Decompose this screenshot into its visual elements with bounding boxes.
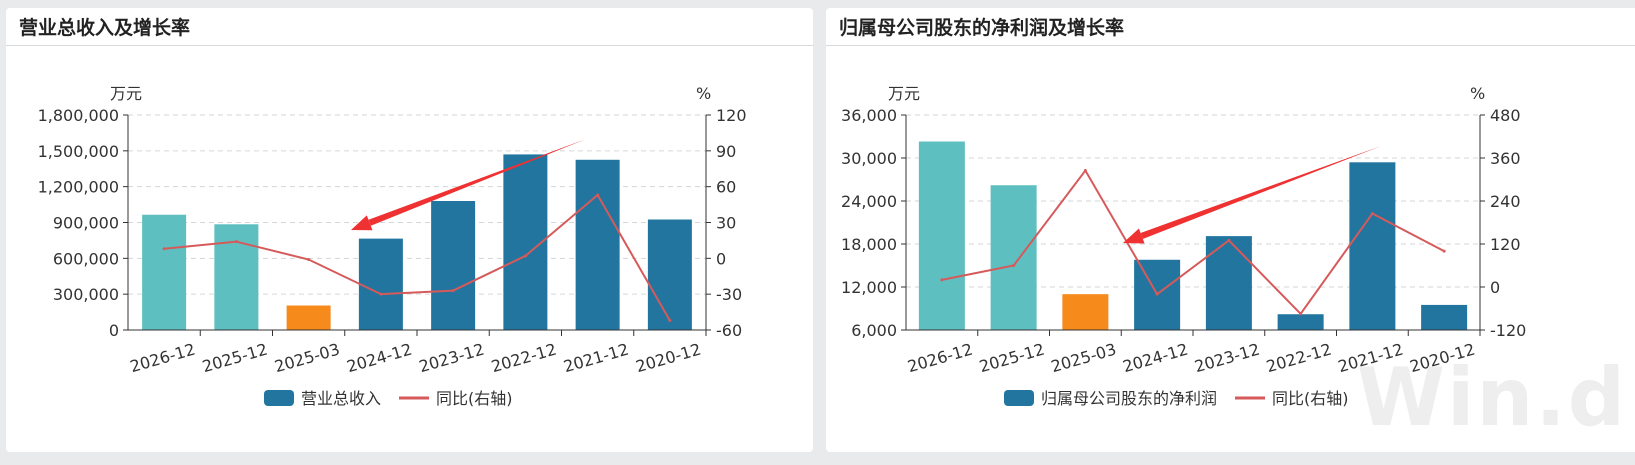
left-tick-label: 30,000 [841,149,897,168]
legend-line-label: 同比(右轴) [436,389,513,408]
annotation-arrow-shaft [368,139,586,226]
annotation-arrow-head [351,215,373,231]
bar [503,154,548,330]
yoy-point [307,258,311,262]
x-tick-label: 2022-12 [489,340,559,377]
right-tick-label: -120 [1490,321,1526,340]
yoy-point [1083,169,1087,173]
right-tick-label: 240 [1490,192,1521,211]
wind-watermark: Win.d [1356,351,1627,444]
bar [1349,162,1396,330]
right-axis-unit: % [1470,84,1485,103]
yoy-point [1155,292,1159,296]
right-tick-label: -60 [716,321,742,340]
yoy-point [1012,264,1016,267]
left-tick-label: 900,000 [53,214,119,233]
left-axis-unit: 万元 [110,84,142,103]
yoy-point [451,289,455,293]
right-axis-unit: % [696,84,711,103]
yoy-point [162,247,166,251]
yoy-point [1370,212,1374,216]
bar [1421,304,1468,330]
left-tick-label: 300,000 [53,285,119,304]
yoy-point [1227,238,1231,242]
left-tick-label: 1,800,000 [38,106,119,125]
left-tick-label: 0 [109,321,119,340]
bar [431,201,476,330]
bar [575,159,620,330]
left-tick-label: 600,000 [53,249,119,268]
left-tick-label: 1,200,000 [38,178,119,197]
bar [918,141,965,330]
yoy-point [523,254,527,258]
legend-bar-swatch [264,390,294,406]
bar [142,214,187,330]
legend-bar-label: 营业总收入 [301,389,381,408]
legend-line-label: 同比(右轴) [1272,389,1349,408]
panel-title: 营业总收入及增长率 [19,17,191,39]
yoy-point [940,278,944,282]
yoy-point [596,193,600,197]
x-tick-label: 2025-03 [1049,340,1119,377]
net-profit-chart-panel: 归属母公司股东的净利润及增长率 36,000 30,000 24,000 18,000… [826,8,1635,452]
left-tick-label: 18,000 [841,235,897,254]
panel-title: 归属母公司股东的净利润及增长率 [839,17,1125,39]
x-tick-label: 2023-12 [1192,340,1262,377]
left-tick-label: 1,500,000 [38,142,119,161]
bar [990,185,1037,330]
x-tick-label: 2022-12 [1264,340,1334,377]
right-tick-label: 90 [716,142,736,161]
left-tick-label: 36,000 [841,106,897,125]
right-tick-label: 120 [716,106,747,125]
left-axis-unit: 万元 [888,84,920,103]
left-tick-label: 24,000 [841,192,897,211]
bar [1205,236,1252,330]
yoy-point [234,240,238,244]
x-tick-label: 2026-12 [128,340,198,377]
x-tick-label: 2025-12 [200,340,270,377]
yoy-point [1299,312,1303,316]
x-tick-label: 2023-12 [417,340,487,377]
right-tick-label: 0 [716,249,726,268]
yoy-point [1442,249,1446,253]
left-tick-label: 12,000 [841,278,897,297]
x-tick-label: 2020-12 [634,340,704,377]
x-tick-label: 2024-12 [345,340,415,377]
yoy-line [164,193,671,321]
bar [358,238,403,330]
right-tick-label: -30 [716,285,742,304]
net-profit-chart: 36,000 30,000 24,000 18,000 12,000 6,000 480 36… [841,84,1526,408]
panel-header: 归属母公司股东的净利润及增长率 [826,8,1635,46]
right-tick-label: 120 [1490,235,1521,254]
yoy-point [668,318,672,322]
x-tick-label: 2021-12 [561,340,631,377]
right-tick-label: 60 [716,178,736,197]
x-tick-label: 2026-12 [905,340,975,377]
bar [1277,314,1324,330]
right-tick-label: 360 [1490,149,1521,168]
panel-header: 营业总收入及增长率 [6,8,813,46]
bar [286,305,331,330]
legend-bar-label: 归属母公司股东的净利润 [1041,389,1217,408]
x-tick-label: 2025-03 [272,340,342,377]
x-tick-label: 2024-12 [1121,340,1191,377]
x-tick-label: 2025-12 [977,340,1047,377]
right-tick-label: 30 [716,214,736,233]
revenue-chart: 1,800,000 1,500,000 1,200,000 900,000 600,00… [38,84,747,408]
annotation-arrow-head [1123,228,1145,244]
bar [647,219,692,330]
left-tick-label: 6,000 [851,321,897,340]
yoy-line [941,168,1445,316]
bar [1062,294,1109,330]
right-tick-label: 480 [1490,106,1521,125]
yoy-point [379,292,383,296]
right-tick-label: 0 [1490,278,1500,297]
revenue-chart-panel: 营业总收入及增长率 1,800,000 1,500,000 1,200,000 900… [6,8,813,452]
legend-bar-swatch [1004,390,1034,406]
annotation-arrow-shaft [1140,146,1381,239]
